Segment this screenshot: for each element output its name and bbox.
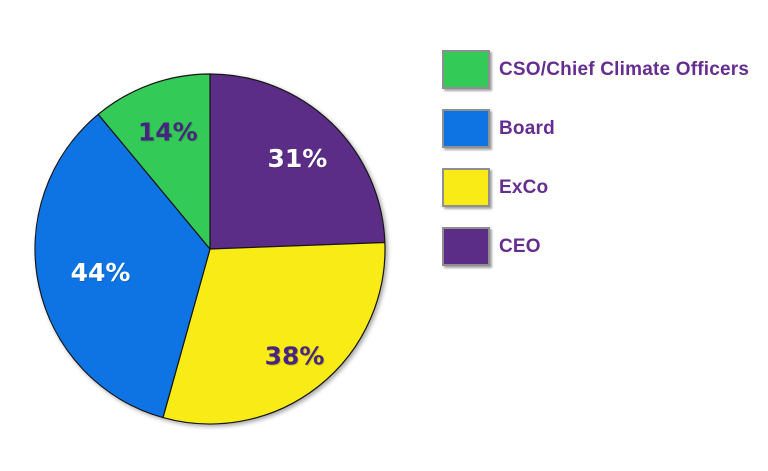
legend-item-ceo: CEO [442, 227, 749, 266]
legend-item-board: Board [442, 109, 749, 148]
legend: CSO/Chief Climate Officers Board ExCo CEO [442, 50, 749, 266]
slice-percent-label: 38% [265, 342, 325, 371]
legend-item-cso-chief-climate-officers: CSO/Chief Climate Officers [442, 50, 749, 89]
legend-label: Board [499, 117, 555, 139]
legend-item-exco: ExCo [442, 168, 749, 207]
legend-label: CEO [499, 235, 541, 257]
pie-slice-board [34, 113, 211, 419]
slice-percent-label: 31% [267, 144, 327, 173]
legend-swatch-icon [442, 227, 490, 266]
pie-slice-cso-chief-climate-officers [97, 73, 211, 250]
slice-percent-label: 44% [71, 258, 131, 287]
legend-swatch-icon [442, 168, 490, 207]
legend-swatch-icon [442, 50, 490, 89]
pie-slice-exco [162, 241, 386, 425]
legend-swatch-icon [442, 109, 490, 148]
legend-label: CSO/Chief Climate Officers [499, 58, 750, 80]
legend-label: ExCo [499, 176, 549, 198]
slice-percent-label: 14% [138, 118, 198, 147]
pie-slice-ceo [209, 73, 386, 250]
